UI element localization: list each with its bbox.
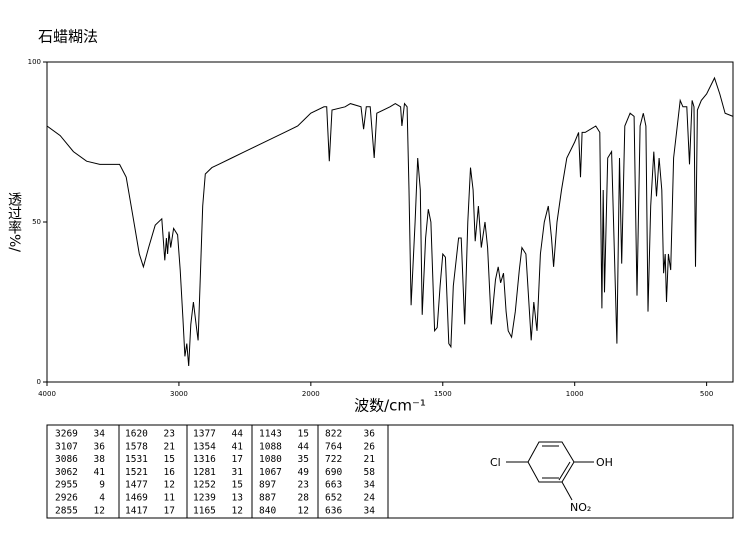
x-tick-label: 1500 (434, 390, 452, 398)
peak-transmittance: 21 (364, 454, 376, 465)
peak-wavenumber: 2855 (55, 505, 78, 516)
structure-bonds (506, 441, 594, 501)
peak-wavenumber: 2955 (55, 480, 78, 491)
x-tick-label: 500 (700, 390, 713, 398)
peak-wavenumber: 652 (325, 493, 342, 504)
y-axis-label: 透过率%/ (6, 192, 22, 252)
peak-transmittance: 34 (364, 480, 376, 491)
peak-transmittance: 28 (298, 493, 310, 504)
y-tick-label: 50 (32, 218, 41, 226)
peak-wavenumber: 636 (325, 505, 342, 516)
peak-transmittance: 13 (232, 493, 243, 504)
peak-transmittance: 15 (164, 454, 175, 465)
peak-wavenumber: 1316 (193, 454, 216, 465)
spectrum-line (46, 76, 734, 367)
peak-transmittance: 36 (94, 441, 106, 452)
peak-wavenumber: 887 (259, 493, 276, 504)
peak-transmittance: 34 (364, 505, 376, 516)
table-dividers (118, 425, 389, 518)
chart-title: 石蜡糊法 (38, 28, 98, 46)
peak-wavenumber: 1417 (125, 505, 148, 516)
peak-transmittance: 15 (298, 429, 309, 440)
peak-wavenumber: 764 (325, 441, 342, 452)
peak-transmittance: 12 (298, 505, 309, 516)
plot-frame (46, 61, 734, 383)
peak-transmittance: 17 (232, 454, 243, 465)
group-label: OH (596, 456, 613, 469)
peak-wavenumber: 3086 (55, 454, 78, 465)
peak-wavenumber: 1165 (193, 505, 216, 516)
peak-wavenumber: 1477 (125, 480, 148, 491)
peak-wavenumber: 1578 (125, 441, 148, 452)
peak-wavenumber: 1088 (259, 441, 282, 452)
peak-transmittance: 16 (164, 467, 176, 478)
peak-transmittance: 11 (164, 493, 176, 504)
x-tick-label: 4000 (38, 390, 56, 398)
peak-wavenumber: 1620 (125, 429, 148, 440)
y-tick-label: 0 (37, 378, 41, 386)
peak-transmittance: 23 (298, 480, 309, 491)
peak-wavenumber: 3107 (55, 441, 78, 452)
peak-wavenumber: 1252 (193, 480, 216, 491)
peak-transmittance: 12 (232, 505, 243, 516)
table-frame (46, 424, 734, 519)
peak-transmittance: 23 (164, 429, 175, 440)
peak-wavenumber: 663 (325, 480, 342, 491)
peak-wavenumber: 1469 (125, 493, 148, 504)
peak-transmittance: 49 (298, 467, 310, 478)
peak-transmittance: 4 (99, 493, 105, 504)
x-tick-label: 3000 (170, 390, 188, 398)
peak-wavenumber: 1531 (125, 454, 148, 465)
peak-transmittance: 12 (164, 480, 175, 491)
peak-wavenumber: 690 (325, 467, 342, 478)
peak-wavenumber: 2926 (55, 493, 78, 504)
peak-transmittance: 35 (298, 454, 309, 465)
x-axis-label: 波数/cm⁻¹ (354, 397, 426, 415)
peak-transmittance: 24 (364, 493, 376, 504)
peak-wavenumber: 1377 (193, 429, 216, 440)
peak-transmittance: 44 (232, 429, 244, 440)
peak-transmittance: 26 (364, 441, 376, 452)
peak-transmittance: 31 (232, 467, 244, 478)
peak-wavenumber: 1354 (193, 441, 216, 452)
peak-transmittance: 9 (99, 480, 105, 491)
peak-wavenumber: 1143 (259, 429, 282, 440)
peak-transmittance: 21 (164, 441, 176, 452)
peak-wavenumber: 897 (259, 480, 276, 491)
peak-transmittance: 38 (94, 454, 106, 465)
peak-wavenumber: 1080 (259, 454, 282, 465)
peak-wavenumber: 1067 (259, 467, 282, 478)
peak-wavenumber: 1281 (193, 467, 216, 478)
peak-transmittance: 44 (298, 441, 310, 452)
peak-transmittance: 17 (164, 505, 175, 516)
peak-transmittance: 41 (94, 467, 106, 478)
peak-transmittance: 41 (232, 441, 244, 452)
x-tick-label: 2000 (302, 390, 320, 398)
group-label: NO₂ (570, 501, 591, 514)
y-tick-label: 100 (28, 58, 41, 66)
x-tick-label: 1000 (566, 390, 584, 398)
peak-transmittance: 34 (94, 429, 106, 440)
peak-wavenumber: 1521 (125, 467, 148, 478)
peak-wavenumber: 1239 (193, 493, 216, 504)
peak-wavenumber: 840 (259, 505, 276, 516)
peak-wavenumber: 722 (325, 454, 342, 465)
peak-wavenumber: 3269 (55, 429, 78, 440)
peak-transmittance: 15 (232, 480, 243, 491)
peak-wavenumber: 3062 (55, 467, 78, 478)
group-label: Cl (490, 456, 501, 469)
peak-wavenumber: 822 (325, 429, 342, 440)
peak-transmittance: 58 (364, 467, 376, 478)
peak-transmittance: 12 (94, 505, 105, 516)
peak-transmittance: 36 (364, 429, 376, 440)
